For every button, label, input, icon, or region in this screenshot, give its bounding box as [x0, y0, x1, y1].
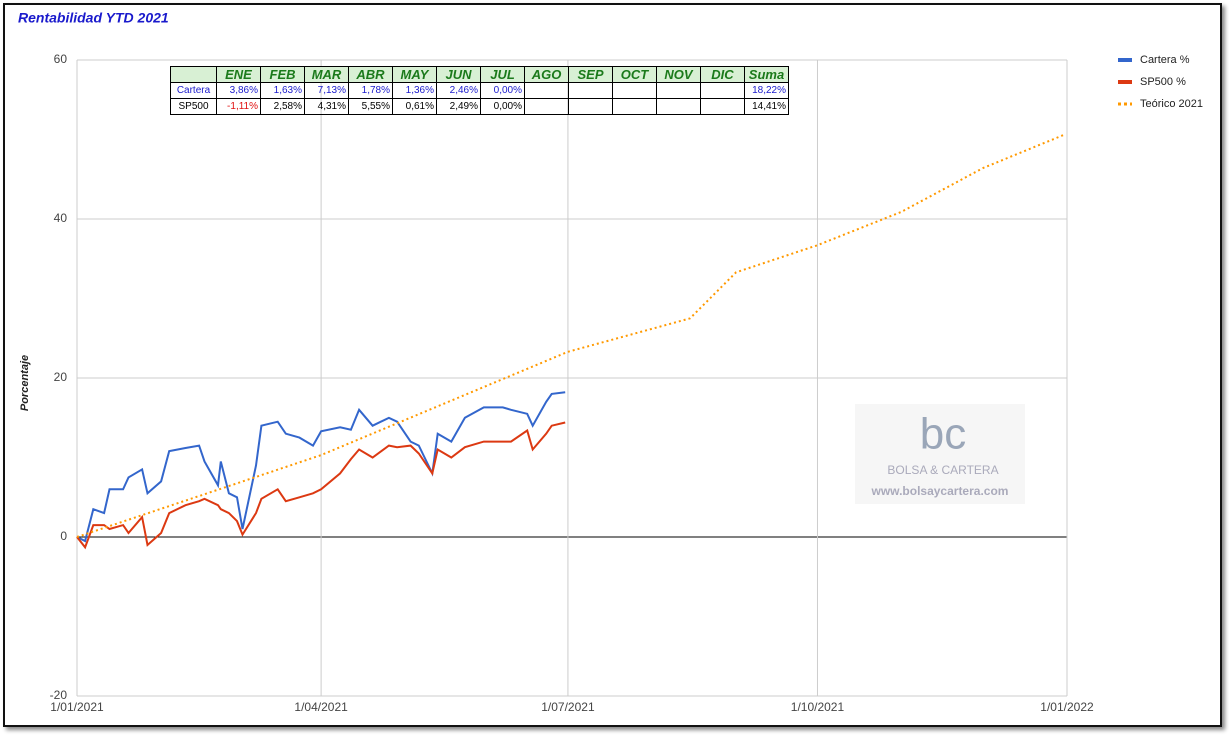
header-cell: JUN — [436, 66, 481, 83]
watermark-logo: bc — [920, 410, 966, 459]
row-name: SP500 — [170, 98, 217, 115]
header-cell: FEB — [260, 66, 305, 83]
header-cell: ABR — [348, 66, 393, 83]
value-cell: 7,13% — [304, 82, 349, 99]
value-cell: 1,78% — [348, 82, 393, 99]
y-tick-label: 60 — [54, 52, 68, 66]
value-cell: 0,61% — [392, 98, 437, 115]
value-cell: 1,36% — [392, 82, 437, 99]
chart-title: Rentabilidad YTD 2021 — [18, 10, 169, 26]
header-cell: NOV — [656, 66, 701, 83]
table-row: SP500 -1,11% 2,58% 4,31% 5,55% 0,61% 2,49% 0,00… — [170, 98, 789, 115]
series-line — [76, 421, 566, 550]
value-cell: 0,00% — [480, 82, 525, 99]
y-axis-label: Porcentaje — [19, 355, 31, 411]
value-cell: 2,58% — [260, 98, 305, 115]
empty-cell — [656, 82, 701, 99]
value-cell: 0,00% — [480, 98, 525, 115]
empty-cell — [700, 98, 745, 115]
value-cell: -1,11% — [216, 98, 261, 115]
table-row: Cartera 3,86% 1,63% 7,13% 1,78% 1,36% 2,46% 0,0… — [170, 82, 789, 99]
header-cell: Suma — [744, 66, 789, 83]
empty-cell — [612, 98, 657, 115]
header-cell: OCT — [612, 66, 657, 83]
chart-frame — [3, 3, 1222, 727]
sum-cell: 14,41% — [744, 98, 789, 115]
row-name: Cartera — [170, 82, 217, 99]
y-tick-label: 20 — [54, 370, 68, 384]
header-cell: DIC — [700, 66, 745, 83]
empty-cell — [656, 98, 701, 115]
value-cell: 2,46% — [436, 82, 481, 99]
y-tick-label: 40 — [54, 211, 68, 225]
watermark-url: www.bolsaycartera.com — [871, 484, 1009, 498]
empty-cell — [524, 98, 569, 115]
legend-label: Teórico 2021 — [1140, 98, 1203, 110]
series-line — [76, 391, 566, 543]
header-cell: SEP — [568, 66, 613, 83]
empty-cell — [524, 82, 569, 99]
value-cell: 3,86% — [216, 82, 261, 99]
value-cell: 2,49% — [436, 98, 481, 115]
x-tick-label: 1/07/2021 — [541, 700, 595, 714]
legend-label: Cartera % — [1140, 54, 1190, 66]
empty-cell — [612, 82, 657, 99]
watermark-box — [855, 404, 1025, 504]
header-cell: MAR — [304, 66, 349, 83]
empty-cell — [568, 98, 613, 115]
x-tick-label: 1/10/2021 — [791, 700, 845, 714]
header-cell: AGO — [524, 66, 569, 83]
value-cell: 4,31% — [304, 98, 349, 115]
series-line — [76, 133, 1065, 538]
sum-cell: 18,22% — [744, 82, 789, 99]
x-tick-label: 1/04/2021 — [294, 700, 348, 714]
empty-cell — [568, 82, 613, 99]
header-cell: JUL — [480, 66, 525, 83]
x-tick-label: 1/01/2022 — [1040, 700, 1094, 714]
header-cell: ENE — [216, 66, 261, 83]
value-cell: 1,63% — [260, 82, 305, 99]
header-cell: MAY — [392, 66, 437, 83]
legend-label: SP500 % — [1140, 76, 1186, 88]
x-tick-label: 1/01/2021 — [50, 700, 104, 714]
header-cell — [170, 66, 217, 83]
watermark-name: BOLSA & CARTERA — [887, 463, 998, 477]
value-cell: 5,55% — [348, 98, 393, 115]
y-tick-label: -20 — [50, 688, 68, 702]
empty-cell — [700, 82, 745, 99]
table-header: ENE FEB MAR ABR MAY JUN JUL AGO SEP OCT NOV DIC Suma — [170, 66, 789, 83]
summary-table: ENE FEB MAR ABR MAY JUN JUL AGO SEP OCT NOV DIC Suma… — [170, 66, 789, 115]
y-tick-label: 0 — [60, 529, 67, 543]
